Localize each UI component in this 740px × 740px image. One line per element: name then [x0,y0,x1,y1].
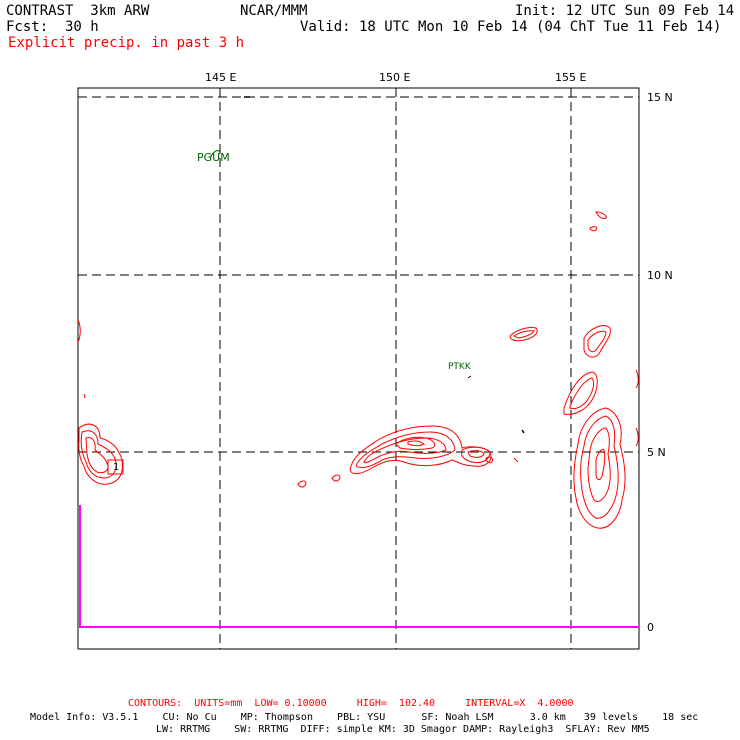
contour-east-8 [595,449,606,481]
contour-central-outer [349,425,492,475]
contour-central-core-2 [407,440,425,446]
forecast-hours: 30 h [65,19,99,35]
init-time: Init: 12 UTC Sun 09 Feb 14 [515,3,735,19]
contour-central-east [461,446,491,463]
contour-central-speck-1 [485,456,493,464]
contour-east-4 [569,377,595,410]
precip-contours [77,211,639,529]
lat-label-15n: 15 N [647,91,673,104]
station-ptkk: PTKK [448,362,471,372]
lat-label-5n: 5 N [647,446,666,459]
model-title: CONTRAST 3km ARW [6,3,150,19]
contour-east-2 [587,330,607,353]
contour-east-6 [580,415,619,519]
contour-info: CONTOURS: UNITS=mm LOW= 0.10000 HIGH= 10… [128,698,574,709]
field-title: Explicit precip. in past 3 h [8,35,245,51]
contour-central-east-core [467,450,485,458]
contour-west-label-box [107,459,124,475]
island-mark-east [521,429,525,434]
contour-east-3 [563,371,598,415]
contour-east-edge-1 [635,369,639,389]
graticule [78,88,639,649]
contour-east-7 [587,427,611,503]
contour-ne-1 [509,327,538,342]
lon-label-145e: 145 E [205,71,237,84]
contour-ne-2 [513,330,535,339]
contour-central-inner [363,437,447,463]
model-info-line-1: Model Info: V3.5.1 CU: No Cu MP: Thompso… [30,712,699,723]
valid-time: Valid: 18 UTC Mon 10 Feb 14 (04 ChT Tue … [300,19,722,35]
lat-label-0: 0 [647,621,654,634]
contour-west-edge [77,319,81,343]
contour-ne-4 [589,226,597,232]
forecast-label: Fcst: [6,19,49,35]
lat-label-10n: 10 N [647,269,673,282]
contour-value-label: 1 [113,462,120,473]
contour-west-1 [78,423,123,485]
guam-outline [209,150,221,159]
map-frame [77,87,640,650]
contour-east-5 [573,407,626,529]
contour-ne-3 [595,211,607,219]
contour-west-speck [83,393,86,399]
contour-central-speck-3 [331,474,341,482]
lon-label-150e: 150 E [379,71,411,84]
contour-west-3 [85,437,109,474]
contour-east-1 [583,325,611,358]
contour-central-speck-4 [297,480,307,488]
model-info-line-2: LW: RRTMG SW: RRTMG DIFF: simple KM: 3D … [156,724,650,735]
contour-east-edge-2 [635,427,639,447]
contour-central-speck-2 [513,457,519,463]
contour-central-mid [355,431,456,469]
station-pgum: PGUM [197,151,230,164]
contour-central-core-1 [395,436,436,450]
island-mark-ptkk [467,375,472,379]
organization: NCAR/MMM [240,3,308,19]
lon-label-155e: 155 E [555,71,587,84]
